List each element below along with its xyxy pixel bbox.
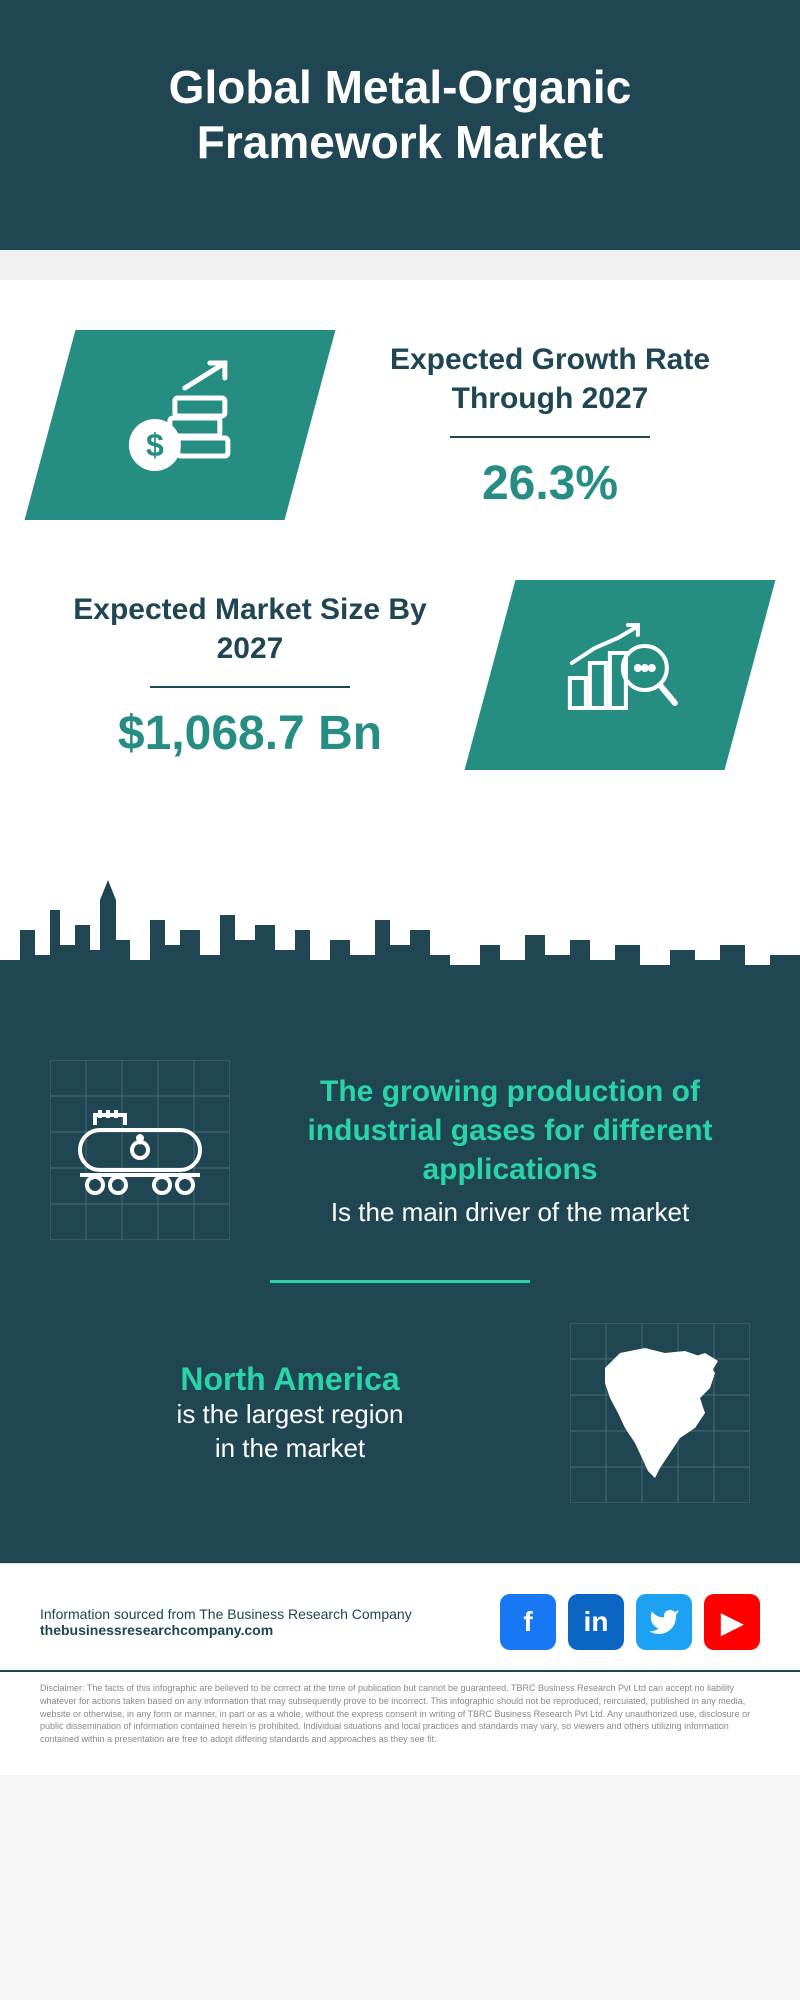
header-gap: [0, 250, 800, 280]
teal-divider: [270, 1280, 530, 1283]
region-text-block: North America is the largest region in t…: [50, 1361, 530, 1466]
driver-sub: Is the main driver of the market: [270, 1197, 750, 1228]
map-icon-block: [570, 1323, 750, 1503]
size-stat-text: Expected Market Size By 2027 $1,068.7 Bn: [50, 590, 450, 761]
stats-section: $ Expected Growth Rate Through 2027 26.3…: [0, 280, 800, 870]
disclaimer-text: Disclaimer: The facts of this infographi…: [0, 1670, 800, 1775]
size-value: $1,068.7 Bn: [50, 706, 450, 761]
dark-section: The growing production of industrial gas…: [0, 1010, 800, 1563]
social-icons: f in ▶: [500, 1594, 760, 1650]
growth-icon-shape: $: [25, 330, 336, 520]
chart-magnify-icon: [550, 603, 690, 743]
driver-highlight: The growing production of industrial gas…: [270, 1072, 750, 1189]
driver-row: The growing production of industrial gas…: [50, 1060, 750, 1240]
growth-title: Expected Growth Rate Through 2027: [350, 340, 750, 418]
size-stat-row: Expected Market Size By 2027 $1,068.7 Bn: [50, 580, 750, 770]
size-title: Expected Market Size By 2027: [50, 590, 450, 668]
growth-stat-text: Expected Growth Rate Through 2027 26.3%: [350, 340, 750, 511]
header-section: Global Metal-Organic Framework Market: [0, 0, 800, 250]
main-title: Global Metal-Organic Framework Market: [40, 60, 760, 170]
footer-section: Information sourced from The Business Re…: [0, 1563, 800, 1670]
source-line1: Information sourced from The Business Re…: [40, 1606, 412, 1622]
source-text: Information sourced from The Business Re…: [40, 1606, 412, 1638]
skyline-divider: [0, 870, 800, 1010]
growth-divider: [450, 436, 650, 438]
north-america-map-icon: [605, 1348, 718, 1478]
size-divider: [150, 686, 350, 688]
region-sub-line1: is the largest region: [50, 1398, 530, 1432]
source-line2: thebusinessresearchcompany.com: [40, 1622, 412, 1638]
region-row: North America is the largest region in t…: [50, 1323, 750, 1503]
region-highlight: North America: [50, 1361, 530, 1398]
linkedin-icon[interactable]: in: [568, 1594, 624, 1650]
driver-text-block: The growing production of industrial gas…: [270, 1072, 750, 1228]
tanker-icon-block: [50, 1060, 230, 1240]
infographic-container: Global Metal-Organic Framework Market $: [0, 0, 800, 1775]
coins-growth-icon: $: [110, 353, 250, 493]
svg-text:$: $: [146, 427, 164, 463]
youtube-icon[interactable]: ▶: [704, 1594, 760, 1650]
size-icon-shape: [465, 580, 776, 770]
twitter-icon[interactable]: [636, 1594, 692, 1650]
growth-value: 26.3%: [350, 456, 750, 511]
region-sub-line2: in the market: [50, 1432, 530, 1466]
facebook-icon[interactable]: f: [500, 1594, 556, 1650]
growth-stat-row: $ Expected Growth Rate Through 2027 26.3…: [50, 330, 750, 520]
